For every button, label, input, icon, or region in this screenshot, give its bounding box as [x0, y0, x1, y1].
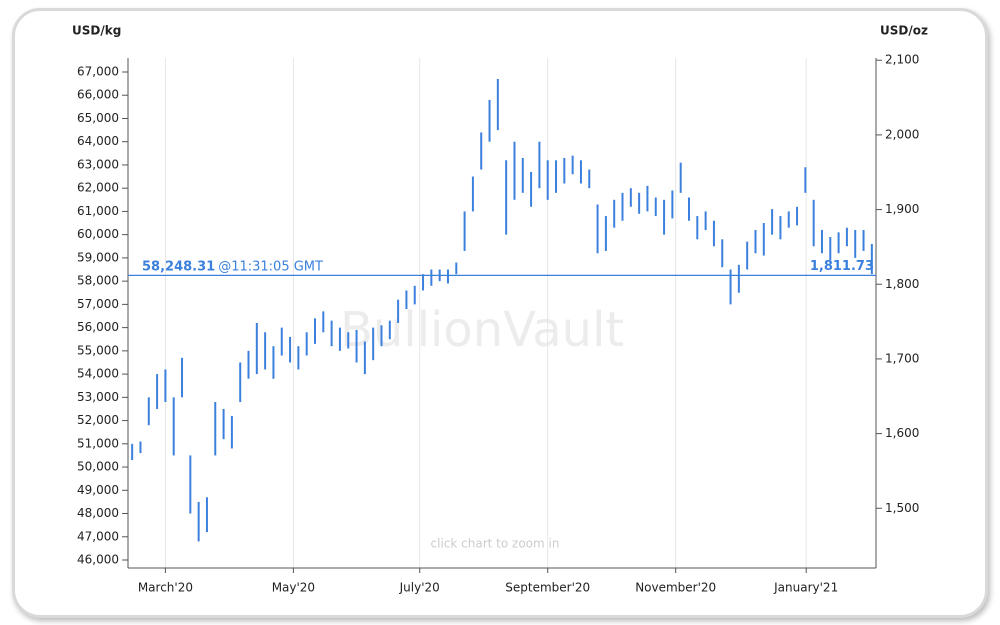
y-tick-label: 48,000	[77, 506, 119, 520]
y2-tick-label: 1,500	[885, 501, 919, 515]
x-tick-label: September'20	[505, 581, 590, 595]
y2-axis-title: USD/oz	[880, 24, 928, 38]
y-tick-label: 47,000	[77, 529, 119, 543]
x-tick-label: March'20	[138, 581, 193, 595]
reference-oz-label: 1,811.73	[810, 259, 874, 274]
y-tick-label: 59,000	[77, 250, 119, 264]
y-tick-label: 66,000	[77, 88, 119, 102]
reference-time: @11:31:05 GMT	[218, 259, 323, 274]
y-tick-label: 49,000	[77, 483, 119, 497]
y-tick-label: 55,000	[77, 343, 119, 357]
y-tick-label: 65,000	[77, 111, 119, 125]
y-tick-label: 64,000	[77, 134, 119, 148]
y-tick-label: 56,000	[77, 320, 119, 334]
x-tick-label: January'21	[773, 581, 838, 595]
y-tick-label: 62,000	[77, 181, 119, 195]
y-tick-label: 46,000	[77, 553, 119, 567]
y-tick-label: 67,000	[77, 64, 119, 78]
y2-tick-label: 1,600	[885, 426, 919, 440]
y-tick-label: 53,000	[77, 390, 119, 404]
y-tick-label: 50,000	[77, 460, 119, 474]
watermark: BullionVault	[340, 302, 624, 358]
y-axis-title: USD/kg	[72, 24, 121, 38]
reference-value: 58,248.31	[142, 259, 215, 274]
y-tick-label: 52,000	[77, 413, 119, 427]
zoom-hint: click chart to zoom in	[431, 537, 560, 551]
chart-frame	[12, 8, 988, 618]
y2-tick-label: 1,900	[885, 202, 919, 216]
y2-tick-label: 2,100	[885, 53, 919, 67]
y2-tick-label: 1,800	[885, 277, 919, 291]
x-tick-label: July'20	[399, 581, 440, 595]
x-tick-label: November'20	[635, 581, 716, 595]
y-tick-label: 63,000	[77, 157, 119, 171]
y-tick-label: 60,000	[77, 227, 119, 241]
y-tick-label: 51,000	[77, 436, 119, 450]
y-tick-label: 54,000	[77, 367, 119, 381]
y2-tick-label: 2,000	[885, 127, 919, 141]
y2-tick-label: 1,700	[885, 351, 919, 365]
x-tick-label: May'20	[272, 581, 315, 595]
y-tick-label: 57,000	[77, 297, 119, 311]
reference-label: 58,248.31 @11:31:05 GMT	[142, 259, 323, 274]
y-tick-label: 58,000	[77, 274, 119, 288]
y-tick-label: 61,000	[77, 204, 119, 218]
